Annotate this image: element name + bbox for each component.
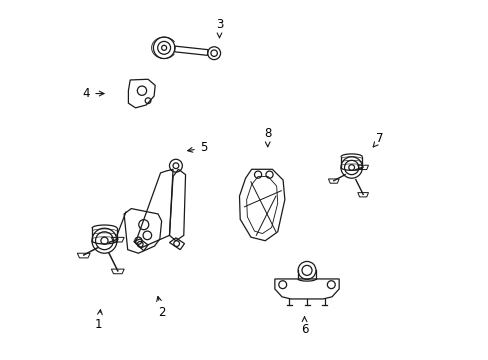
Text: 6: 6 <box>300 317 307 336</box>
Text: 2: 2 <box>156 296 165 319</box>
Text: 4: 4 <box>82 87 104 100</box>
Text: 3: 3 <box>215 18 223 38</box>
Text: 5: 5 <box>187 141 207 154</box>
Text: 1: 1 <box>95 310 102 331</box>
Text: 8: 8 <box>264 127 271 147</box>
Text: 7: 7 <box>372 132 383 147</box>
